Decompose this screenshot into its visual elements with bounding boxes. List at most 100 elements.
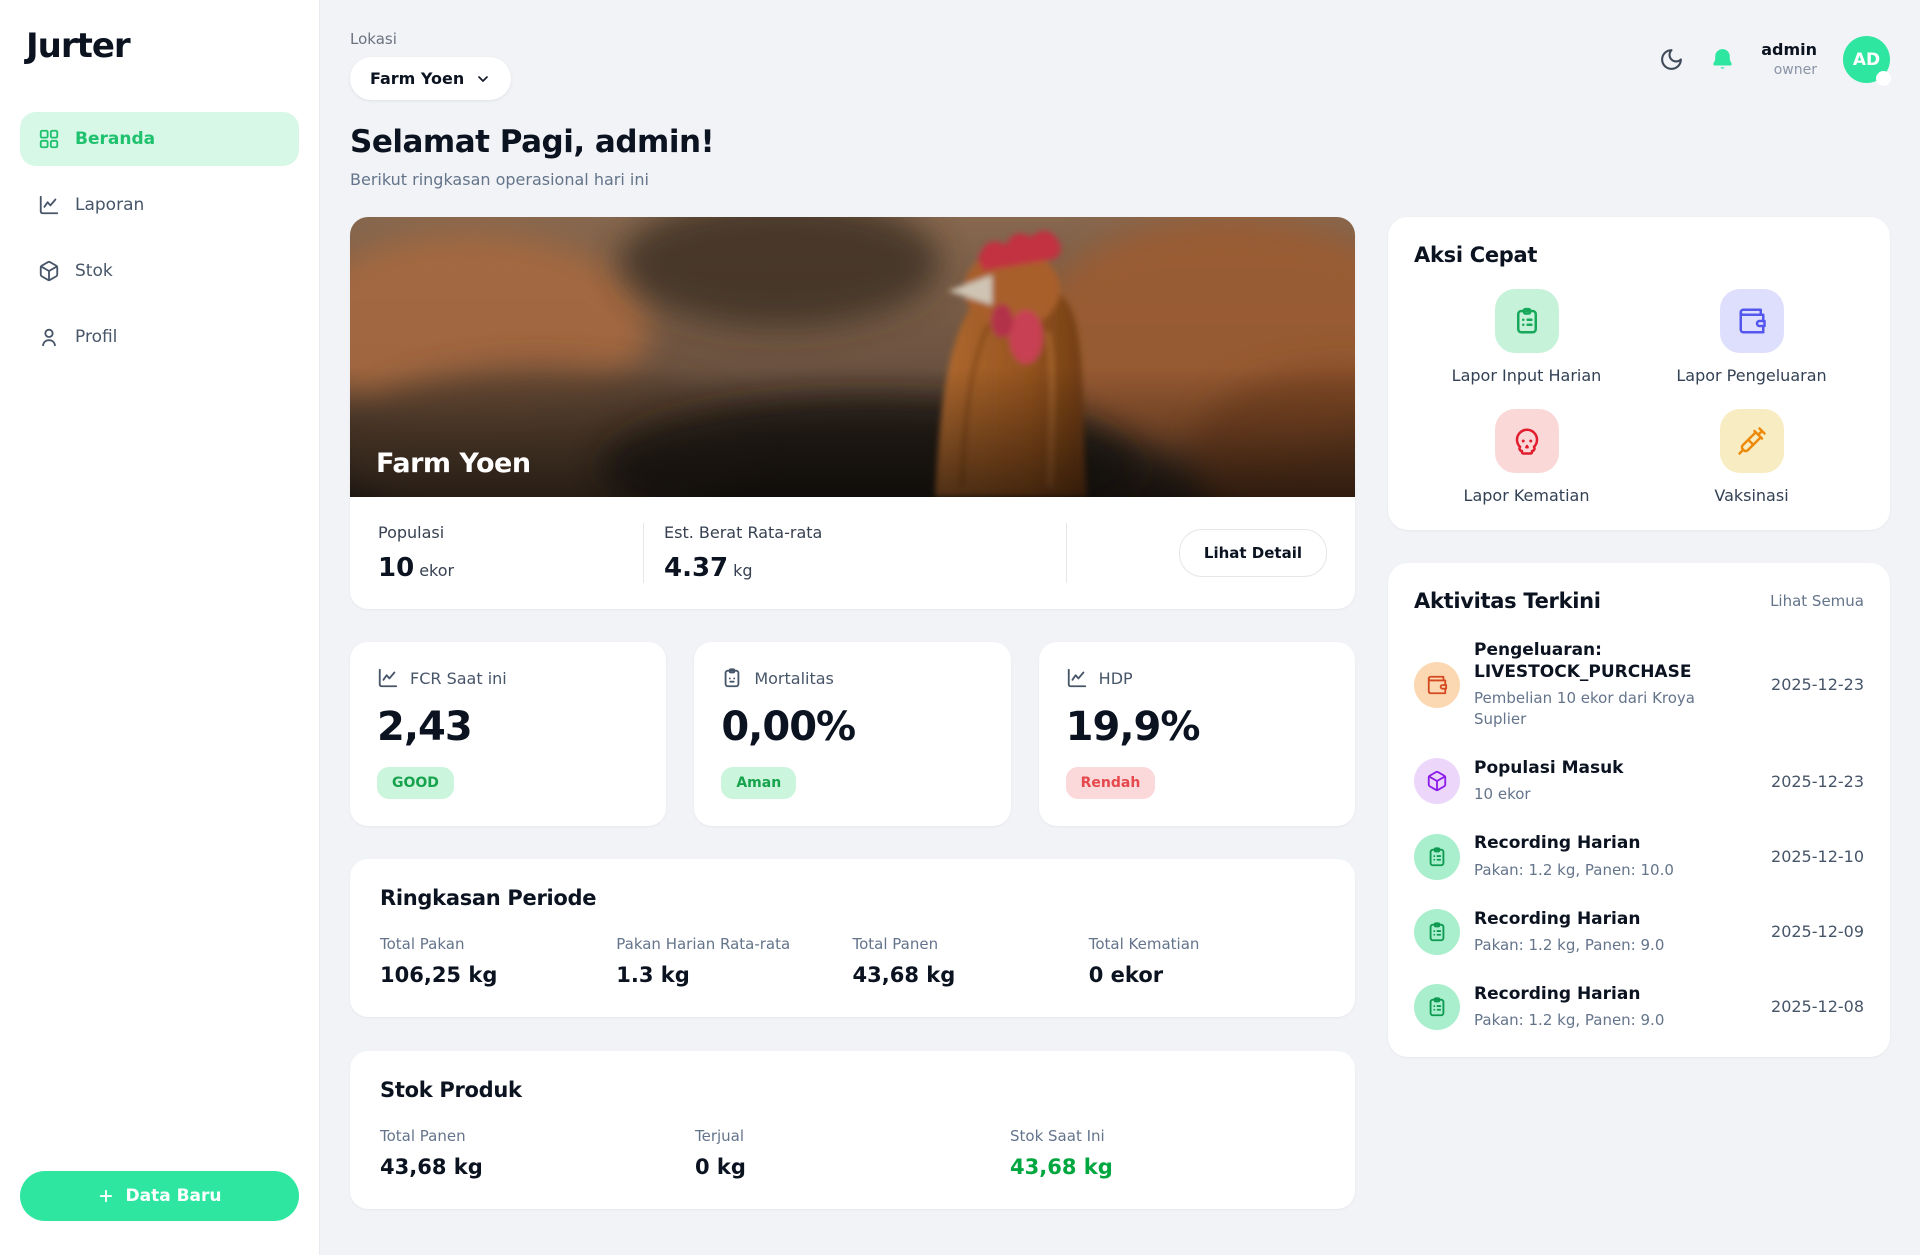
kpi-value: 0,00% <box>721 704 856 750</box>
activity-subtitle: 10 ekor <box>1474 785 1531 804</box>
summary-item: Total Kematian 0 ekor <box>1089 935 1325 987</box>
activity-date: 2025-12-09 <box>1771 922 1864 942</box>
activity-title: Recording Harian <box>1474 983 1641 1004</box>
sidebar-item-beranda[interactable]: Beranda <box>20 112 299 166</box>
wallet-icon <box>1414 661 1460 708</box>
view-detail-button[interactable]: Lihat Detail <box>1178 529 1327 577</box>
hero-farm-name: Farm Yoen <box>376 448 531 479</box>
new-data-label: Data Baru <box>125 1186 222 1206</box>
population-label: Populasi <box>378 523 445 542</box>
activity-subtitle: Pakan: 1.2 kg, Panen: 9.0 <box>1474 935 1665 954</box>
action-lapor-pengeluaran[interactable]: Lapor Pengeluaran <box>1639 289 1864 387</box>
farm-selector[interactable]: Farm Yoen <box>350 57 512 100</box>
activity-title: Pengeluaran: LIVESTOCK_PURCHASE <box>1474 640 1692 683</box>
activity-item[interactable]: Recording Harian Pakan: 1.2 kg, Panen: 1… <box>1414 832 1864 880</box>
activity-item[interactable]: Populasi Masuk 10 ekor 2025-12-23 <box>1414 757 1864 805</box>
activity-title: Recording Harian <box>1474 833 1641 854</box>
action-lapor-input-harian[interactable]: Lapor Input Harian <box>1414 289 1639 387</box>
population-stat: Populasi 10 ekor <box>378 523 643 583</box>
summary-item: Total Pakan 106,25 kg <box>380 935 616 987</box>
stock-label: Total Panen <box>380 1127 466 1145</box>
page-subtitle: Berikut ringkasan operasional hari ini <box>350 170 649 189</box>
location-label: Lokasi <box>350 30 397 48</box>
brand-logo: Jurter <box>26 26 131 66</box>
action-label: Vaksinasi <box>1714 485 1789 505</box>
summary-value: 1.3 kg <box>616 963 690 987</box>
moon-icon <box>1659 47 1684 72</box>
stock-value-current: 43,68 kg <box>1010 1155 1113 1179</box>
summary-label: Total Kematian <box>1088 935 1200 953</box>
left-column: Farm Yoen Populasi 10 ekor Est. Berat Rat… <box>350 217 1355 1209</box>
activity-date: 2025-12-08 <box>1771 997 1864 1017</box>
kpi-value: 2,43 <box>377 704 473 750</box>
user-role: owner <box>1773 61 1817 78</box>
activity-title: Recording Harian <box>1474 908 1641 929</box>
chart-line-icon <box>38 194 60 216</box>
kpi-value: 19,9% <box>1065 704 1201 750</box>
syringe-icon <box>1719 408 1784 473</box>
kpi-label: Mortalitas <box>754 668 834 688</box>
package-icon <box>38 260 60 282</box>
product-stock-title: Stok Produk <box>380 1078 522 1102</box>
quick-actions-title: Aksi Cepat <box>1414 243 1538 267</box>
clipboard-face-icon <box>721 667 743 689</box>
sidebar-nav: Beranda Laporan Stok Profil <box>20 112 299 364</box>
status-badge: GOOD <box>377 767 454 799</box>
summary-value: 106,25 kg <box>380 963 498 987</box>
skull-icon <box>1494 408 1559 473</box>
stock-value: 43,68 kg <box>380 1155 483 1179</box>
summary-value: 0 ekor <box>1088 963 1164 987</box>
summary-label: Total Panen <box>852 935 939 953</box>
sidebar-item-stok[interactable]: Stok <box>20 244 299 298</box>
avatar[interactable]: AD <box>1843 36 1891 86</box>
population-unit: ekor <box>419 561 455 580</box>
clipboard-list-icon <box>1414 908 1460 955</box>
divider <box>1066 523 1067 583</box>
activity-list: Pengeluaran: LIVESTOCK_PURCHASE Pembelia… <box>1414 639 1864 1031</box>
notifications-button[interactable] <box>1710 47 1735 72</box>
activity-subtitle: Pembelian 10 ekor dari Kroya Suplier <box>1474 689 1695 729</box>
new-data-button[interactable]: Data Baru <box>20 1171 299 1221</box>
stock-label: Terjual <box>695 1127 745 1145</box>
summary-value: 43,68 kg <box>852 963 956 987</box>
kpi-card-hdp: HDP 19,9% Rendah <box>1038 642 1355 826</box>
activity-item[interactable]: Recording Harian Pakan: 1.2 kg, Panen: 9… <box>1414 908 1864 956</box>
sidebar-item-label: Beranda <box>75 129 156 149</box>
wallet-icon <box>1719 289 1784 353</box>
sidebar: Jurter Beranda Laporan Stok <box>0 0 320 1255</box>
period-summary-card: Ringkasan Periode Total Pakan 106,25 kg … <box>350 859 1355 1017</box>
sidebar-item-laporan[interactable]: Laporan <box>20 178 299 232</box>
stock-label: Stok Saat Ini <box>1010 1127 1105 1145</box>
activity-item[interactable]: Pengeluaran: LIVESTOCK_PURCHASE Pembelia… <box>1414 639 1864 730</box>
stock-item: Terjual 0 kg <box>695 1127 1010 1179</box>
clipboard-list-icon <box>1414 833 1460 880</box>
avatar-status-dot <box>1876 71 1891 86</box>
farm-hero-image: Farm Yoen <box>350 217 1355 497</box>
action-lapor-kematian[interactable]: Lapor Kematian <box>1414 408 1639 507</box>
recent-activity-card: Aktivitas Terkini Lihat Semua Pengeluara… <box>1388 563 1890 1057</box>
activity-date: 2025-12-23 <box>1771 675 1864 695</box>
sidebar-item-profil[interactable]: Profil <box>20 310 299 364</box>
clipboard-list-icon <box>1494 289 1559 353</box>
activity-subtitle: Pakan: 1.2 kg, Panen: 10.0 <box>1474 860 1674 879</box>
action-vaksinasi[interactable]: Vaksinasi <box>1639 408 1864 507</box>
stock-item: Total Panen 43,68 kg <box>380 1127 695 1179</box>
recent-activity-title: Aktivitas Terkini <box>1414 589 1601 614</box>
activity-item[interactable]: Recording Harian Pakan: 1.2 kg, Panen: 9… <box>1414 983 1864 1031</box>
hero-stats-row: Populasi 10 ekor Est. Berat Rata-rata 4.3… <box>350 497 1355 609</box>
avg-weight-label: Est. Berat Rata-rata <box>664 523 823 542</box>
avg-weight-value: 4.37 <box>664 553 729 583</box>
avg-weight-stat: Est. Berat Rata-rata 4.37 kg <box>644 523 1066 583</box>
chevron-down-icon <box>475 71 491 87</box>
status-badge: Aman <box>721 767 797 799</box>
view-all-link[interactable]: Lihat Semua <box>1770 592 1864 611</box>
population-value: 10 <box>378 553 415 583</box>
chart-line-icon <box>377 667 399 689</box>
user-icon <box>38 326 60 348</box>
product-stock-card: Stok Produk Total Panen 43,68 kg Terjual… <box>350 1051 1355 1209</box>
farm-hero-card: Farm Yoen Populasi 10 ekor Est. Berat Rat… <box>350 217 1355 609</box>
dark-mode-toggle[interactable] <box>1659 47 1684 72</box>
action-label: Lapor Input Harian <box>1451 366 1602 385</box>
sidebar-item-label: Laporan <box>75 195 145 215</box>
summary-item: Pakan Harian Rata-rata 1.3 kg <box>616 935 852 987</box>
